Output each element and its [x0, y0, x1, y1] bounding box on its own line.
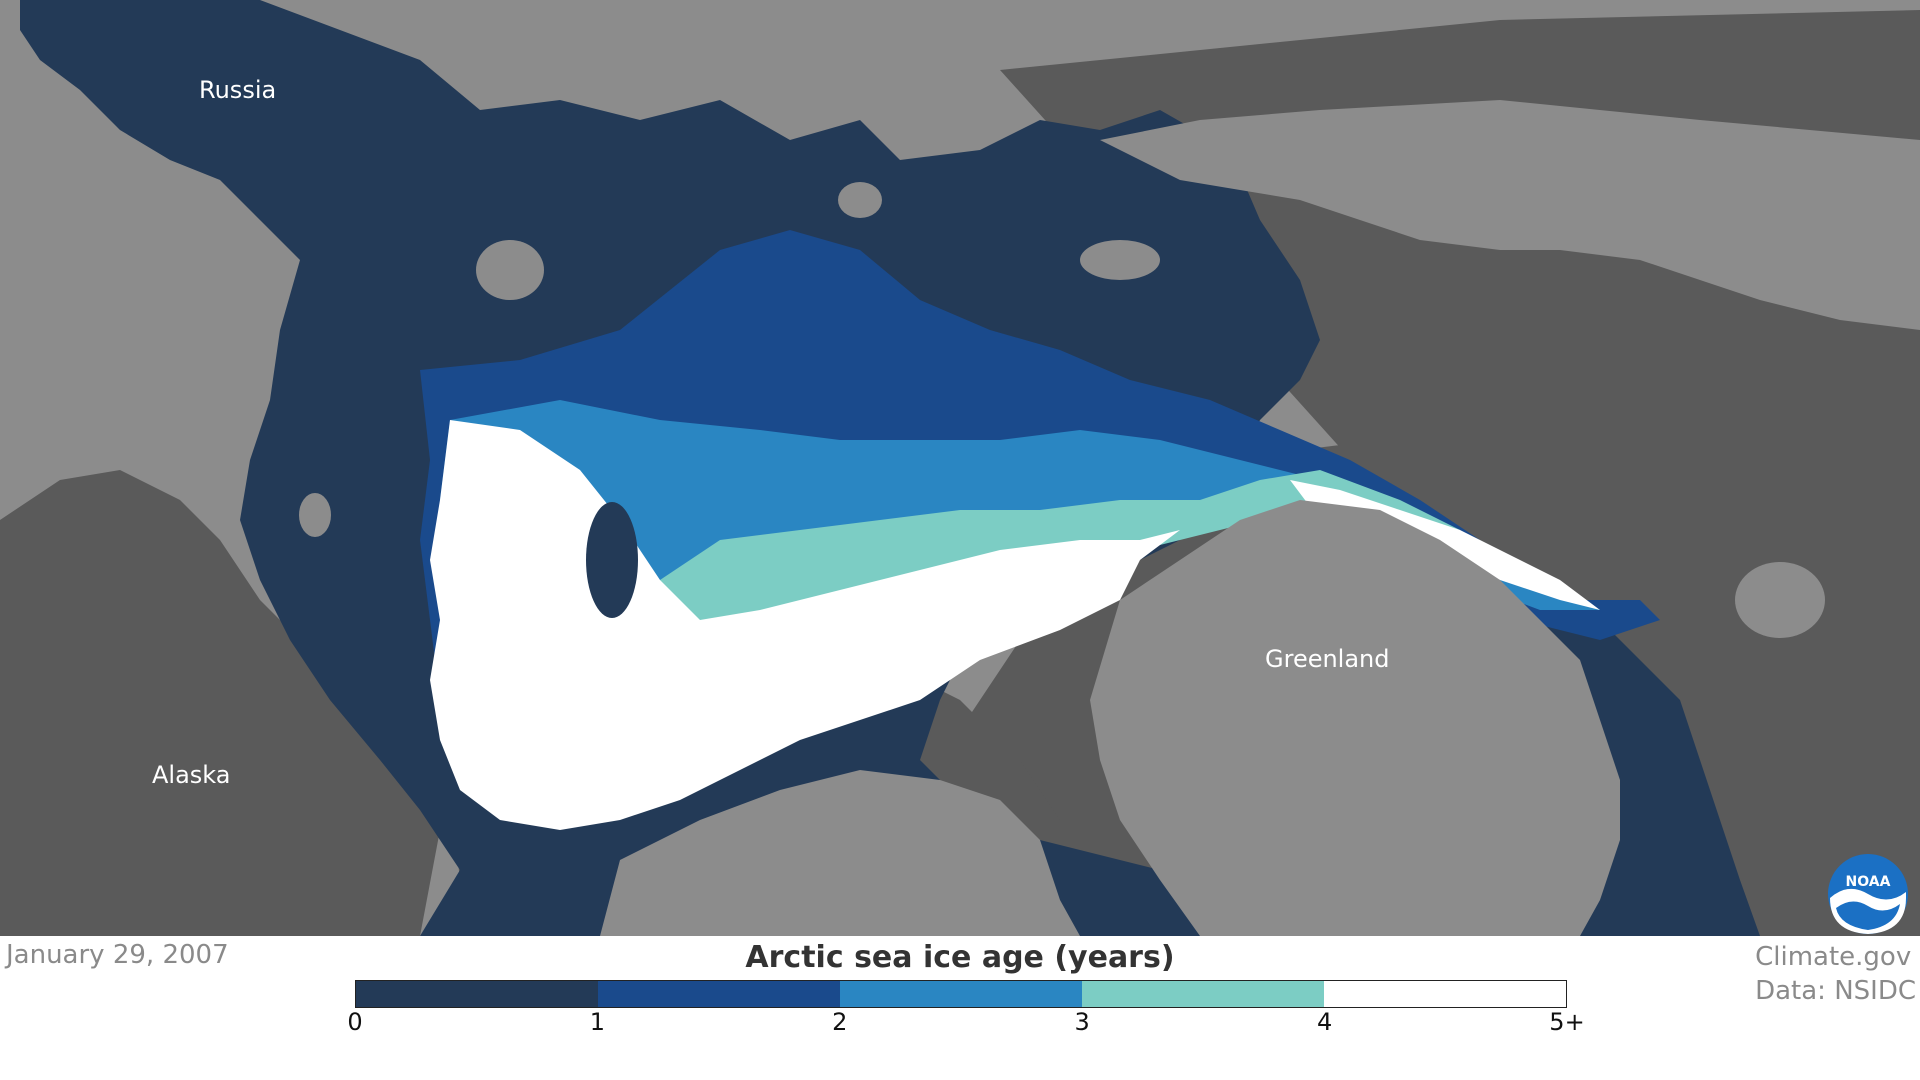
island	[1735, 562, 1825, 638]
legend-tick: 3	[1074, 1008, 1090, 1036]
legend-tick: 5+	[1549, 1008, 1585, 1036]
shelf-region-west	[0, 470, 440, 936]
noaa-logo-icon: NOAA	[1828, 854, 1908, 934]
footer: January 29, 2007 Arctic sea ice age (yea…	[0, 936, 1920, 1080]
legend-swatch-3-4	[1082, 981, 1324, 1007]
legend-ticks: 0 1 2 3 4 5+	[347, 1008, 1584, 1048]
legend-tick: 4	[1316, 1008, 1333, 1036]
north-landmass	[1100, 100, 1920, 330]
legend-title: Arctic sea ice age (years)	[745, 940, 1175, 975]
island	[838, 182, 882, 218]
map-date: January 29, 2007	[6, 940, 229, 970]
island	[299, 493, 331, 537]
credit-source: Climate.gov	[1755, 942, 1912, 972]
island	[476, 240, 544, 300]
greenland-landmass	[1090, 500, 1620, 936]
label-alaska: Alaska	[152, 761, 231, 789]
ice-1-2-years	[420, 230, 1660, 760]
legend-swatch-1-2	[598, 981, 840, 1007]
credit-data: Data: NSIDC	[1755, 976, 1916, 1006]
noaa-logo-text: NOAA	[1846, 874, 1891, 890]
credit: Climate.gov Data: NSIDC	[1755, 940, 1916, 1008]
legend-tick: 0	[347, 1008, 363, 1036]
label-russia: Russia	[199, 76, 277, 104]
legend-swatch-2-3	[840, 981, 1082, 1007]
canada-landmass	[600, 770, 1080, 936]
label-greenland: Greenland	[1265, 645, 1390, 673]
ice-3-4-years	[600, 470, 1460, 720]
legend-swatch-4-5plus	[1324, 981, 1566, 1007]
legend-tick: 2	[832, 1008, 848, 1036]
legend-color-bar	[355, 980, 1567, 1008]
legend-tick: 1	[589, 1008, 606, 1036]
island	[1080, 240, 1160, 280]
sea-ice-age-map	[0, 0, 1920, 936]
open-water-polynya	[586, 502, 638, 618]
legend-swatch-0-1	[356, 981, 598, 1007]
